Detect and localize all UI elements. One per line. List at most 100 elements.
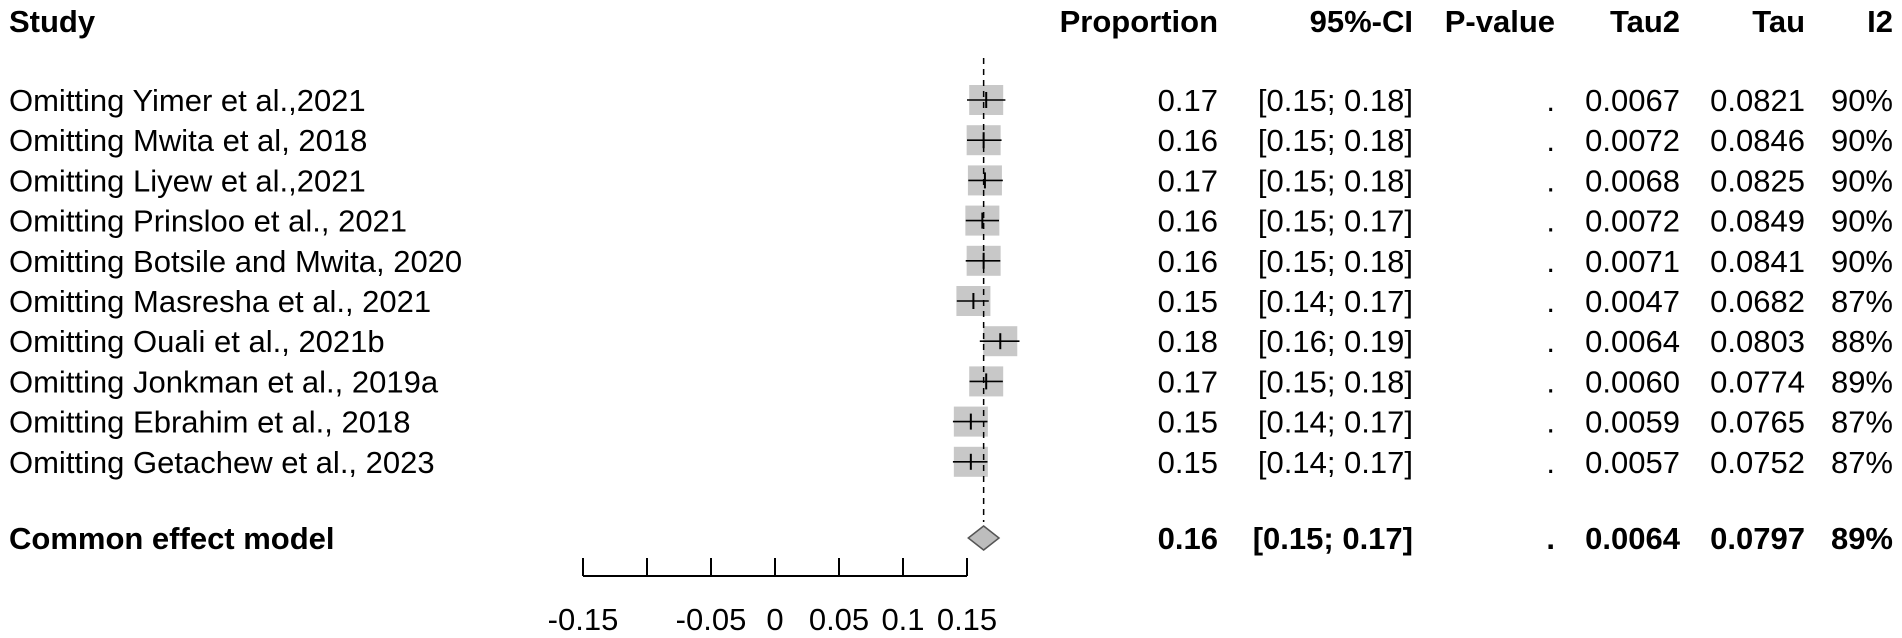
study-pvalue: .: [1546, 123, 1555, 158]
study-ci: [0.15; 0.18]: [1258, 163, 1413, 198]
header-i2: I2: [1867, 4, 1893, 39]
study-i2: 87%: [1831, 405, 1893, 440]
study-proportion: 0.15: [1158, 284, 1218, 319]
study-pvalue: .: [1546, 244, 1555, 279]
study-label: Omitting Yimer et al.,2021: [9, 83, 366, 118]
header-tau2: Tau2: [1610, 4, 1680, 39]
study-proportion: 0.16: [1158, 123, 1218, 158]
study-label: Omitting Jonkman et al., 2019a: [9, 364, 439, 399]
header-tau: Tau: [1752, 4, 1805, 39]
x-axis: -0.15 -0.05 0 0.05 0.1 0.15: [548, 558, 997, 637]
study-proportion: 0.17: [1158, 83, 1218, 118]
x-tick-label: 0: [766, 602, 783, 637]
study-pvalue: .: [1546, 324, 1555, 359]
study-label: Omitting Ouali et al., 2021b: [9, 324, 385, 359]
overall-tau: 0.0797: [1710, 521, 1805, 556]
overall-tau2: 0.0064: [1585, 521, 1681, 556]
study-row: Omitting Liyew et al.,2021 0.17 [0.15; 0.1…: [9, 163, 1893, 198]
study-tau: 0.0841: [1710, 244, 1805, 279]
study-ci: [0.15; 0.18]: [1258, 83, 1413, 118]
overall-ci: [0.15; 0.17]: [1253, 521, 1413, 556]
header-study: Study: [9, 4, 96, 39]
overall-pvalue: .: [1546, 521, 1555, 556]
study-tau2: 0.0072: [1585, 123, 1680, 158]
study-row: Omitting Ouali et al., 2021b 0.18 [0.16; 0…: [9, 324, 1893, 359]
study-i2: 88%: [1831, 324, 1893, 359]
study-tau: 0.0846: [1710, 123, 1805, 158]
header-proportion: Proportion: [1060, 4, 1218, 39]
study-tau: 0.0803: [1710, 324, 1805, 359]
study-label: Omitting Masresha et al., 2021: [9, 284, 431, 319]
study-tau2: 0.0060: [1585, 364, 1680, 399]
study-label: Omitting Ebrahim et al., 2018: [9, 405, 410, 440]
study-i2: 90%: [1831, 83, 1893, 118]
study-pvalue: .: [1546, 163, 1555, 198]
study-row: Omitting Prinsloo et al., 2021 0.16 [0.15;…: [9, 204, 1893, 239]
header-ci: 95%-CI: [1310, 4, 1413, 39]
study-label: Omitting Botsile and Mwita, 2020: [9, 244, 462, 279]
x-tick-label: 0.15: [937, 602, 997, 637]
overall-diamond: [967, 525, 1001, 551]
study-tau2: 0.0068: [1585, 163, 1680, 198]
study-ci: [0.15; 0.18]: [1258, 123, 1413, 158]
study-pvalue: .: [1546, 364, 1555, 399]
study-rows: Omitting Yimer et al.,2021 0.17 [0.15; 0.1…: [9, 58, 1893, 522]
study-i2: 90%: [1831, 163, 1893, 198]
study-proportion: 0.16: [1158, 204, 1218, 239]
overall-proportion: 0.16: [1158, 521, 1218, 556]
study-i2: 90%: [1831, 204, 1893, 239]
study-tau: 0.0849: [1710, 204, 1805, 239]
x-tick-label: 0.1: [881, 602, 924, 637]
study-tau: 0.0765: [1710, 405, 1805, 440]
study-pvalue: .: [1546, 445, 1555, 480]
study-proportion: 0.16: [1158, 244, 1218, 279]
study-proportion: 0.15: [1158, 445, 1218, 480]
study-ci: [0.16; 0.19]: [1258, 324, 1413, 359]
study-tau2: 0.0071: [1585, 244, 1680, 279]
study-tau2: 0.0064: [1585, 324, 1680, 359]
study-tau: 0.0825: [1710, 163, 1805, 198]
study-label: Omitting Getachew et al., 2023: [9, 445, 435, 480]
study-ci: [0.15; 0.18]: [1258, 364, 1413, 399]
header-row: Study Proportion 95%-CI P-value Tau2 Tau…: [9, 4, 1893, 39]
study-row: Omitting Yimer et al.,2021 0.17 [0.15; 0.1…: [9, 83, 1893, 118]
study-tau2: 0.0067: [1585, 83, 1680, 118]
study-proportion: 0.17: [1158, 364, 1218, 399]
study-proportion: 0.15: [1158, 405, 1218, 440]
study-ci: [0.14; 0.17]: [1258, 405, 1413, 440]
study-pvalue: .: [1546, 284, 1555, 319]
study-tau: 0.0774: [1710, 364, 1805, 399]
study-tau2: 0.0059: [1585, 405, 1680, 440]
study-row: Omitting Botsile and Mwita, 2020 0.16 [0.1…: [9, 244, 1893, 279]
study-row: Omitting Jonkman et al., 2019a 0.17 [0.15;…: [9, 364, 1893, 399]
overall-label: Common effect model: [9, 521, 335, 556]
study-tau2: 0.0047: [1585, 284, 1680, 319]
study-i2: 90%: [1831, 123, 1893, 158]
study-proportion: 0.18: [1158, 324, 1218, 359]
study-ci: [0.15; 0.18]: [1258, 244, 1413, 279]
x-tick-label: -0.15: [548, 602, 619, 637]
study-tau: 0.0682: [1710, 284, 1805, 319]
study-tau2: 0.0057: [1585, 445, 1680, 480]
study-label: Omitting Liyew et al.,2021: [9, 163, 366, 198]
x-tick-label: 0.05: [809, 602, 869, 637]
study-pvalue: .: [1546, 204, 1555, 239]
study-label: Omitting Prinsloo et al., 2021: [9, 204, 407, 239]
study-i2: 87%: [1831, 445, 1893, 480]
study-pvalue: .: [1546, 405, 1555, 440]
overall-i2: 89%: [1831, 521, 1893, 556]
study-i2: 89%: [1831, 364, 1893, 399]
x-tick-label: -0.05: [676, 602, 747, 637]
study-ci: [0.14; 0.17]: [1258, 445, 1413, 480]
study-ci: [0.14; 0.17]: [1258, 284, 1413, 319]
study-pvalue: .: [1546, 83, 1555, 118]
study-tau: 0.0821: [1710, 83, 1805, 118]
study-i2: 87%: [1831, 284, 1893, 319]
study-tau: 0.0752: [1710, 445, 1805, 480]
header-pvalue: P-value: [1445, 4, 1555, 39]
study-row: Omitting Ebrahim et al., 2018 0.15 [0.14; …: [9, 405, 1893, 440]
study-row: Omitting Masresha et al., 2021 0.15 [0.14;…: [9, 284, 1893, 319]
study-row: Omitting Mwita et al, 2018 0.16 [0.15; 0.1…: [9, 123, 1893, 158]
study-row: Omitting Getachew et al., 2023 0.15 [0.14;…: [9, 445, 1893, 480]
